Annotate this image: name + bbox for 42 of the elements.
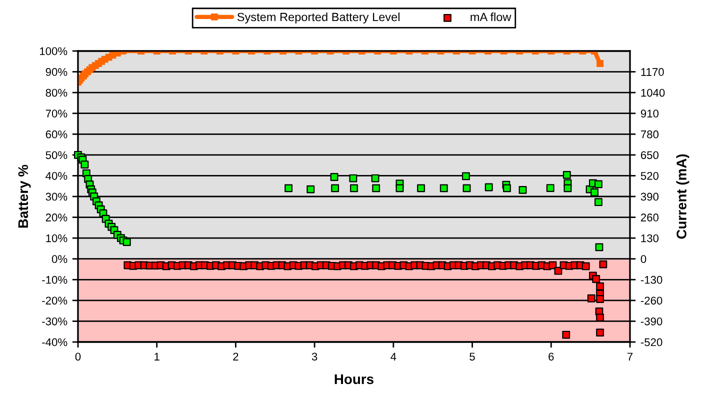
y-tick-label: 70% <box>46 110 68 118</box>
x-tick-label: 6 <box>548 352 554 361</box>
y2-tick-label: 260 <box>640 214 659 222</box>
y-tick-label: 90% <box>46 68 68 76</box>
y-tick-label: 30% <box>46 192 68 201</box>
y2-tick-label: 390 <box>640 192 659 201</box>
y-tick-label: -40% <box>42 338 68 346</box>
y-tick-label: 80% <box>46 88 68 97</box>
x-tick-label: 2 <box>233 352 238 360</box>
y-axis-title: Battery % <box>18 164 31 228</box>
y2-tick-label: 780 <box>640 130 659 138</box>
x-tick-label: 3 <box>312 352 318 361</box>
y-tick-label: 20% <box>46 214 68 222</box>
y2-tick-label: 1170 <box>641 68 664 76</box>
x-tick-label: 0 <box>75 352 81 361</box>
y-tick-label: -20% <box>42 296 68 305</box>
legend-label: System Reported Battery Level <box>237 12 400 24</box>
legend-label: mA flow <box>470 12 512 22</box>
y-tick-label: 100% <box>40 47 68 56</box>
y-tick-label: 40% <box>46 172 68 180</box>
x-axis-title: Hours <box>334 374 374 384</box>
y2-tick-label: -130 <box>640 276 662 284</box>
y2-tick-label: 0 <box>640 255 646 263</box>
y2-tick-label: 520 <box>640 172 659 180</box>
y2-tick-label: 650 <box>640 151 659 160</box>
x-tick-label: 4 <box>390 352 396 360</box>
y2-tick-label: 910 <box>640 110 659 118</box>
y-tick-label: 0% <box>52 255 68 263</box>
x-tick-label: 1 <box>154 352 160 360</box>
y-tick-label: 10% <box>46 234 68 242</box>
y-tick-label: -10% <box>42 276 68 284</box>
y2-tick-label: -260 <box>640 296 662 305</box>
x-tick-label: 5 <box>470 352 475 361</box>
y2-axis-title: Current (mA) <box>676 154 690 239</box>
y2-tick-label: -390 <box>640 317 662 326</box>
y2-tick-label: 130 <box>641 234 659 242</box>
y2-tick-label: -520 <box>640 338 662 346</box>
y-tick-label: 60% <box>46 130 68 138</box>
y2-tick-label: 1040 <box>641 88 665 97</box>
x-tick-label: 7 <box>627 352 633 360</box>
y-tick-label: 50% <box>46 151 68 160</box>
y-tick-label: -30% <box>42 317 68 326</box>
